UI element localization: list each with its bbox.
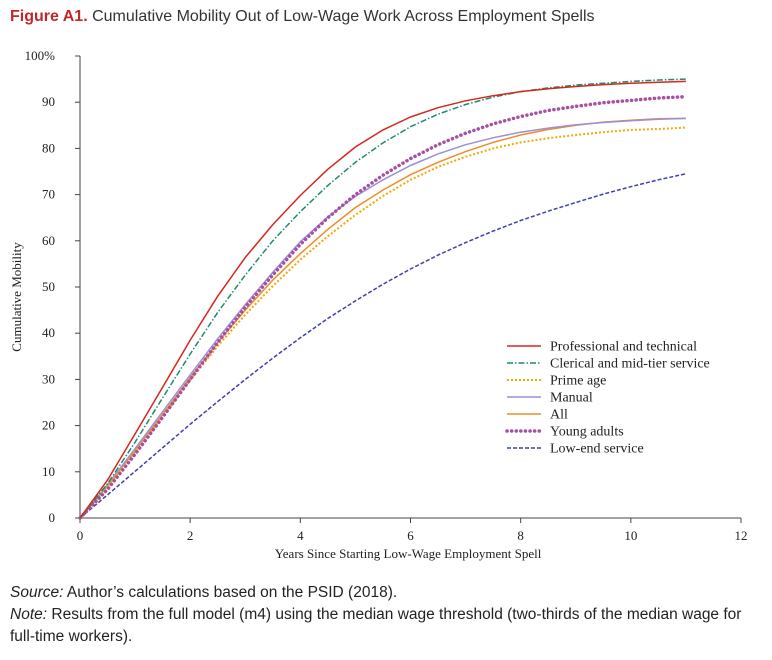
y-tick-label: 60 <box>42 233 55 248</box>
y-axis-label: Cumulative Mobility <box>9 242 24 352</box>
legend-label: Clerical and mid-tier service <box>550 357 710 372</box>
x-tick-label: 12 <box>735 528 748 543</box>
y-tick-label: 100% <box>25 48 56 63</box>
chart-series-lines <box>78 78 688 520</box>
y-tick-label: 0 <box>49 510 56 525</box>
y-tick-label: 20 <box>42 418 55 433</box>
x-tick-label: 8 <box>517 528 524 543</box>
series-line <box>79 80 686 519</box>
y-tick-label: 40 <box>42 325 55 340</box>
x-tick-label: 2 <box>187 528 194 543</box>
legend-label: Prime age <box>550 374 606 389</box>
source-text: Author’s calculations based on the PSID … <box>66 584 398 601</box>
legend-label: Manual <box>550 391 593 406</box>
series-line <box>79 126 686 519</box>
legend-label: Low-end service <box>550 442 644 457</box>
x-tick-label: 6 <box>407 528 414 543</box>
y-tick-label: 70 <box>42 187 55 202</box>
chart-axes: 0 10 20 30 40 50 60 70 80 90 100% 0 2 4 6 8 10 12 <box>25 48 748 543</box>
x-axis-label: Years Since Starting Low-Wage Employment… <box>275 546 542 561</box>
figure-title-text: Cumulative Mobility Out of Low-Wage Work… <box>92 8 595 25</box>
legend-label: All <box>550 408 568 423</box>
x-tick-label: 10 <box>624 528 637 543</box>
x-tick-label: 4 <box>297 528 304 543</box>
figure-label: Figure A1. <box>10 8 88 25</box>
chart-legend: Professional and technical Clerical and m… <box>505 340 710 457</box>
y-tick-label: 30 <box>42 371 55 386</box>
series-line <box>79 117 686 519</box>
legend-label: Young adults <box>550 425 624 440</box>
source-label: Source: <box>10 584 64 601</box>
y-tick-label: 80 <box>42 140 55 155</box>
y-tick-label: 50 <box>42 279 55 294</box>
legend-label: Professional and technical <box>550 340 697 355</box>
y-tick-label: 90 <box>42 94 55 109</box>
series-line <box>79 173 687 519</box>
series-line <box>79 78 686 519</box>
note-text: Results from the full model (m4) using t… <box>10 606 742 645</box>
line-chart: 0 10 20 30 40 50 60 70 80 90 100% 0 2 4 6 8 10 12 Profess… <box>9 48 748 561</box>
figure-title: Figure A1. Cumulative Mobility Out of Lo… <box>10 8 595 26</box>
x-tick-label: 0 <box>77 528 84 543</box>
series-line <box>79 117 686 519</box>
y-tick-label: 10 <box>42 464 55 479</box>
series-line <box>78 94 688 520</box>
model-note: Note: Results from the full model (m4) u… <box>10 604 762 648</box>
footnotes: Source: Author’s calculations based on t… <box>10 582 762 648</box>
note-label: Note: <box>10 606 48 623</box>
source-note: Source: Author’s calculations based on t… <box>10 582 762 604</box>
